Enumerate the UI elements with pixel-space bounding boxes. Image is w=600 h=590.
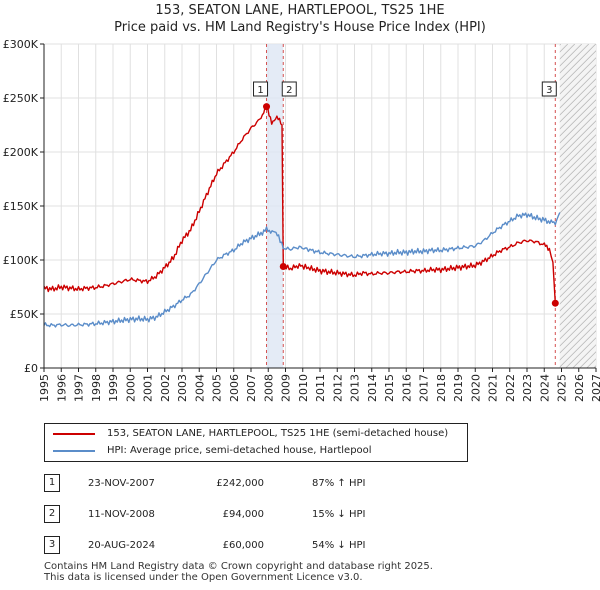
y-tick-label: £200K: [3, 146, 39, 159]
x-tick-label: 2027: [590, 374, 600, 402]
x-tick-label: 2021: [487, 374, 500, 402]
sale-point: [263, 103, 271, 111]
hatch-line: [559, 295, 597, 333]
legend: 153, SEATON LANE, HARTLEPOOL, TS25 1HE (…: [44, 423, 468, 462]
hatch-lines: [559, 44, 597, 368]
x-tick-label: 2022: [504, 374, 517, 402]
x-tick-label: 2020: [469, 374, 482, 402]
x-tick-label: 2003: [176, 374, 189, 402]
x-tick-label: 2019: [452, 374, 465, 402]
hpi-line: [43, 212, 561, 328]
annotation-label: 2: [286, 85, 292, 96]
legend-label-property: 153, SEATON LANE, HARTLEPOOL, TS25 1HE (…: [107, 428, 449, 439]
legend-label-hpi: HPI: Average price, semi-detached house,…: [107, 445, 372, 456]
x-tick-label: 2000: [124, 374, 137, 402]
y-tick-label: £300K: [3, 38, 39, 51]
x-tick-label: 2006: [228, 374, 241, 402]
annotation-box: [253, 81, 269, 97]
x-tick-label: 2012: [331, 374, 344, 402]
title-line-1: 153, SEATON LANE, HARTLEPOOL, TS25 1HE: [155, 3, 445, 18]
annotations: 1 2 3: [253, 81, 557, 97]
annotation-box: [281, 81, 297, 97]
sale-point: [279, 262, 287, 270]
transaction-number: 3: [44, 536, 60, 554]
hatch-line: [559, 176, 597, 214]
hatch-line: [559, 281, 597, 319]
x-tick-label: 2007: [245, 374, 258, 402]
x-tick-label: 2004: [193, 374, 206, 402]
transaction-number: 1: [44, 474, 60, 492]
x-tick-label: 2024: [538, 374, 551, 402]
y-tick-label: £50K: [10, 308, 39, 321]
x-tick-label: 2005: [211, 374, 224, 402]
hatch-line: [559, 302, 597, 340]
footer: Contains HM Land Registry data © Crown c…: [44, 561, 433, 583]
x-tick-label: 2009: [280, 374, 293, 402]
x-tick-label: 1998: [90, 374, 103, 402]
x-tick-label: 2018: [435, 374, 448, 402]
x-tick-label: 2015: [383, 374, 396, 402]
y-tick-label: £150K: [3, 200, 39, 213]
footer-line-1: Contains HM Land Registry data © Crown c…: [44, 561, 433, 572]
chart-title: 153, SEATON LANE, HARTLEPOOL, TS25 1HE P…: [0, 2, 600, 36]
hatch-line: [559, 183, 597, 221]
transaction-hpi: 15% ↓ HPI: [312, 509, 366, 520]
x-tick-label: 2011: [314, 374, 327, 402]
x-tick-label: 2001: [142, 374, 155, 402]
hatch-line: [559, 309, 597, 347]
hatch-line: [559, 64, 597, 102]
legend-swatch-property: [53, 433, 95, 435]
hatch-line: [559, 204, 597, 242]
x-tick-label: 2026: [573, 374, 586, 402]
hatch-line: [559, 92, 597, 130]
y-tick-label: £0: [24, 362, 38, 375]
transaction-hpi: 87% ↑ HPI: [312, 478, 366, 489]
price-chart: 1 2 3 £0 £50K £100K £150K £200K £250K £300K 1995 1…: [3, 38, 600, 402]
transaction-date: 11-NOV-2008: [88, 509, 155, 520]
hatch-line: [559, 85, 597, 123]
hatch-line: [559, 71, 597, 109]
axes: £0 £50K £100K £150K £200K £250K £300K 1995 1996 1…: [3, 38, 600, 402]
x-tick-label: 1996: [55, 374, 68, 402]
x-tick-label: 1997: [73, 374, 86, 402]
transaction-price: £60,000: [222, 540, 264, 551]
title-line-2: Price paid vs. HM Land Registry's House …: [114, 20, 486, 35]
series-lines: [43, 106, 561, 328]
x-tick-label: 2017: [418, 374, 431, 402]
sale-points: [263, 103, 559, 307]
annotation-label: 3: [546, 85, 552, 96]
transaction-date: 23-NOV-2007: [88, 478, 155, 489]
y-tick-label: £100K: [3, 254, 39, 267]
x-tick-label: 2016: [400, 374, 413, 402]
highlight-rect: [266, 44, 284, 368]
transaction-hpi: 54% ↓ HPI: [312, 540, 366, 551]
x-tick-label: 1999: [107, 374, 120, 402]
sale-point: [551, 299, 559, 307]
x-tick-label: 2013: [349, 374, 362, 402]
hatch-line: [559, 197, 597, 235]
annotation-box: [541, 81, 557, 97]
x-tick-label: 2025: [556, 374, 569, 402]
x-tick-label: 2008: [262, 374, 275, 402]
transaction-price: £242,000: [216, 478, 264, 489]
transaction-price: £94,000: [222, 509, 264, 520]
footer-line-2: This data is licensed under the Open Gov…: [44, 572, 363, 583]
hatch-line: [559, 78, 597, 116]
transaction-date: 20-AUG-2024: [88, 540, 156, 551]
highlight-band: [266, 44, 284, 368]
x-tick-label: 2023: [521, 374, 534, 402]
x-tick-label: 2002: [159, 374, 172, 402]
future-hatch: [559, 44, 597, 368]
hatch-line: [559, 190, 597, 228]
hatch-line: [559, 288, 597, 326]
property-price-line: [43, 106, 556, 304]
x-tick-label: 2014: [366, 374, 379, 402]
legend-swatch-hpi: [53, 450, 95, 452]
x-tick-label: 2010: [297, 374, 310, 402]
y-tick-label: £250K: [3, 92, 39, 105]
x-tick-label: 1995: [38, 374, 51, 402]
transaction-number: 2: [44, 505, 60, 523]
annotation-label: 1: [257, 85, 263, 96]
